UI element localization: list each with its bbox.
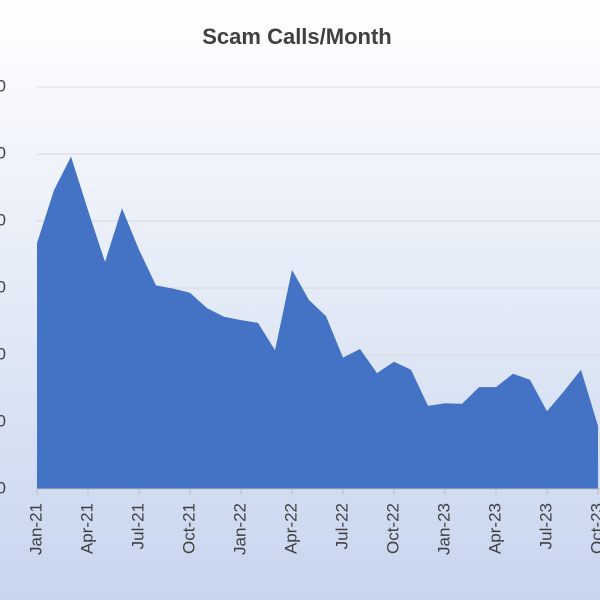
x-tick-label: Apr-22: [281, 503, 300, 554]
x-tick-label: Jul-22: [332, 503, 351, 549]
x-tick-label: Apr-21: [77, 503, 96, 554]
chart-title: Scam Calls/Month: [202, 24, 391, 49]
y-tick-label: 600: [0, 76, 6, 95]
y-tick-label: 300: [0, 277, 6, 296]
x-tick-label: Oct-22: [383, 503, 402, 554]
area: [37, 156, 598, 489]
y-tick-label: 200: [0, 344, 6, 363]
x-tick-label: Oct-23: [587, 503, 600, 554]
y-tick-label: 0: [0, 478, 6, 497]
x-tick-label: Jan-22: [230, 503, 249, 555]
y-tick-label: 400: [0, 210, 6, 229]
plot-area: 0 100 200 300 400 500 600 Jan-21 Apr-21 Jul-21 Oct…: [0, 76, 600, 555]
x-tick-label: Jul-21: [128, 503, 147, 549]
y-tick-label: 500: [0, 143, 6, 162]
x-tick-label: Jan-23: [434, 503, 453, 555]
x-tick-label: Oct-21: [179, 503, 198, 554]
x-tick-label: Jul-23: [536, 503, 555, 549]
x-tick-label: Jan-21: [26, 503, 45, 555]
y-tick-label: 100: [0, 411, 6, 430]
x-tick-label: Apr-23: [485, 503, 504, 554]
